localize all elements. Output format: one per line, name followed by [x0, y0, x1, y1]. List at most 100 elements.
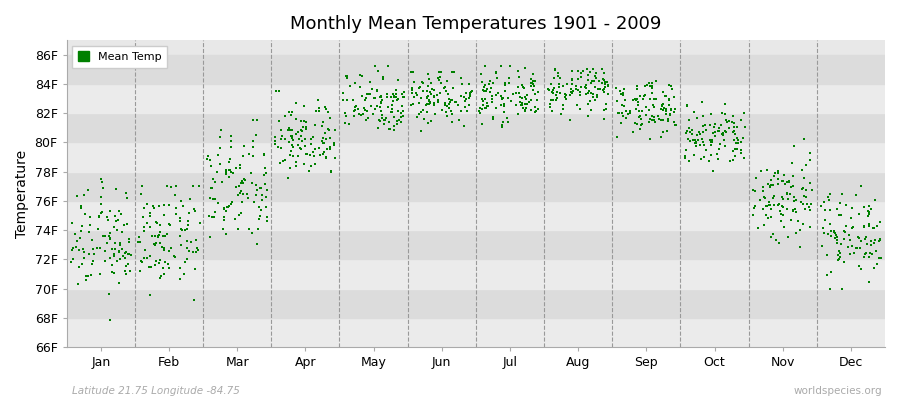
Point [143, 224, 157, 230]
Point [680, 136, 695, 142]
Point [639, 104, 653, 110]
Point [655, 103, 670, 109]
Point [731, 140, 745, 146]
Point [832, 200, 847, 206]
Point [862, 253, 877, 260]
Point [338, 112, 353, 119]
Point [369, 87, 383, 93]
Point [136, 214, 150, 220]
Point [678, 153, 692, 160]
Point [70, 281, 85, 288]
Point [579, 84, 593, 90]
Point [404, 69, 419, 76]
Point [407, 79, 421, 85]
Point [788, 206, 803, 212]
Point [529, 108, 544, 114]
Point [211, 152, 225, 158]
Point [103, 236, 117, 242]
Point [541, 86, 555, 92]
Point [664, 106, 679, 113]
Point [377, 120, 392, 127]
Point [94, 210, 108, 216]
Point [582, 98, 597, 104]
Point [767, 193, 781, 199]
Point [709, 151, 724, 157]
Point [268, 141, 283, 148]
Point [300, 151, 314, 157]
Point [527, 78, 542, 84]
Point [298, 143, 312, 150]
Point [177, 271, 192, 277]
Point [643, 82, 657, 89]
Point [292, 145, 307, 151]
Point [558, 91, 572, 97]
Point [201, 153, 215, 159]
Point [158, 232, 173, 239]
Point [328, 155, 342, 161]
Point [494, 102, 508, 108]
Point [182, 248, 196, 254]
Point [623, 108, 637, 114]
Point [86, 250, 101, 257]
Point [862, 209, 877, 216]
Point [802, 180, 816, 186]
Point [555, 83, 570, 90]
Point [609, 134, 624, 140]
Point [520, 92, 535, 98]
Point [699, 147, 714, 153]
Point [667, 109, 681, 116]
Point [410, 92, 424, 98]
Point [283, 164, 297, 171]
Point [685, 131, 699, 138]
Point [284, 112, 299, 118]
Point [554, 90, 568, 96]
Point [122, 250, 137, 257]
Point [798, 206, 813, 212]
Point [226, 170, 240, 177]
Point [501, 80, 516, 86]
Point [868, 237, 882, 244]
Point [832, 212, 846, 218]
Point [727, 137, 742, 144]
Point [582, 87, 597, 94]
Point [867, 265, 881, 272]
Point [372, 117, 386, 123]
Point [255, 197, 269, 204]
Point [867, 240, 881, 246]
Point [95, 179, 110, 186]
Point [526, 81, 540, 88]
Point [704, 152, 718, 158]
Point [445, 119, 459, 126]
Point [717, 128, 732, 134]
Point [63, 259, 77, 266]
Point [90, 245, 104, 251]
Point [529, 96, 544, 103]
Point [498, 81, 512, 88]
Point [221, 159, 236, 166]
Point [391, 96, 405, 102]
Point [79, 277, 94, 283]
Point [580, 77, 595, 84]
Point [328, 126, 342, 133]
Point [850, 234, 865, 240]
Point [522, 98, 536, 105]
Point [776, 212, 790, 218]
Point [386, 114, 400, 120]
Point [457, 123, 472, 129]
Point [382, 119, 396, 125]
Point [843, 250, 858, 257]
Point [320, 136, 334, 143]
Point [600, 83, 615, 90]
Point [233, 162, 248, 168]
Point [405, 90, 419, 96]
Point [324, 168, 338, 174]
Point [285, 153, 300, 160]
Point [719, 128, 733, 135]
Point [832, 256, 846, 262]
Point [161, 220, 176, 227]
Point [657, 104, 671, 111]
Point [513, 94, 527, 100]
Point [727, 120, 742, 126]
Point [823, 191, 837, 198]
Point [237, 142, 251, 149]
